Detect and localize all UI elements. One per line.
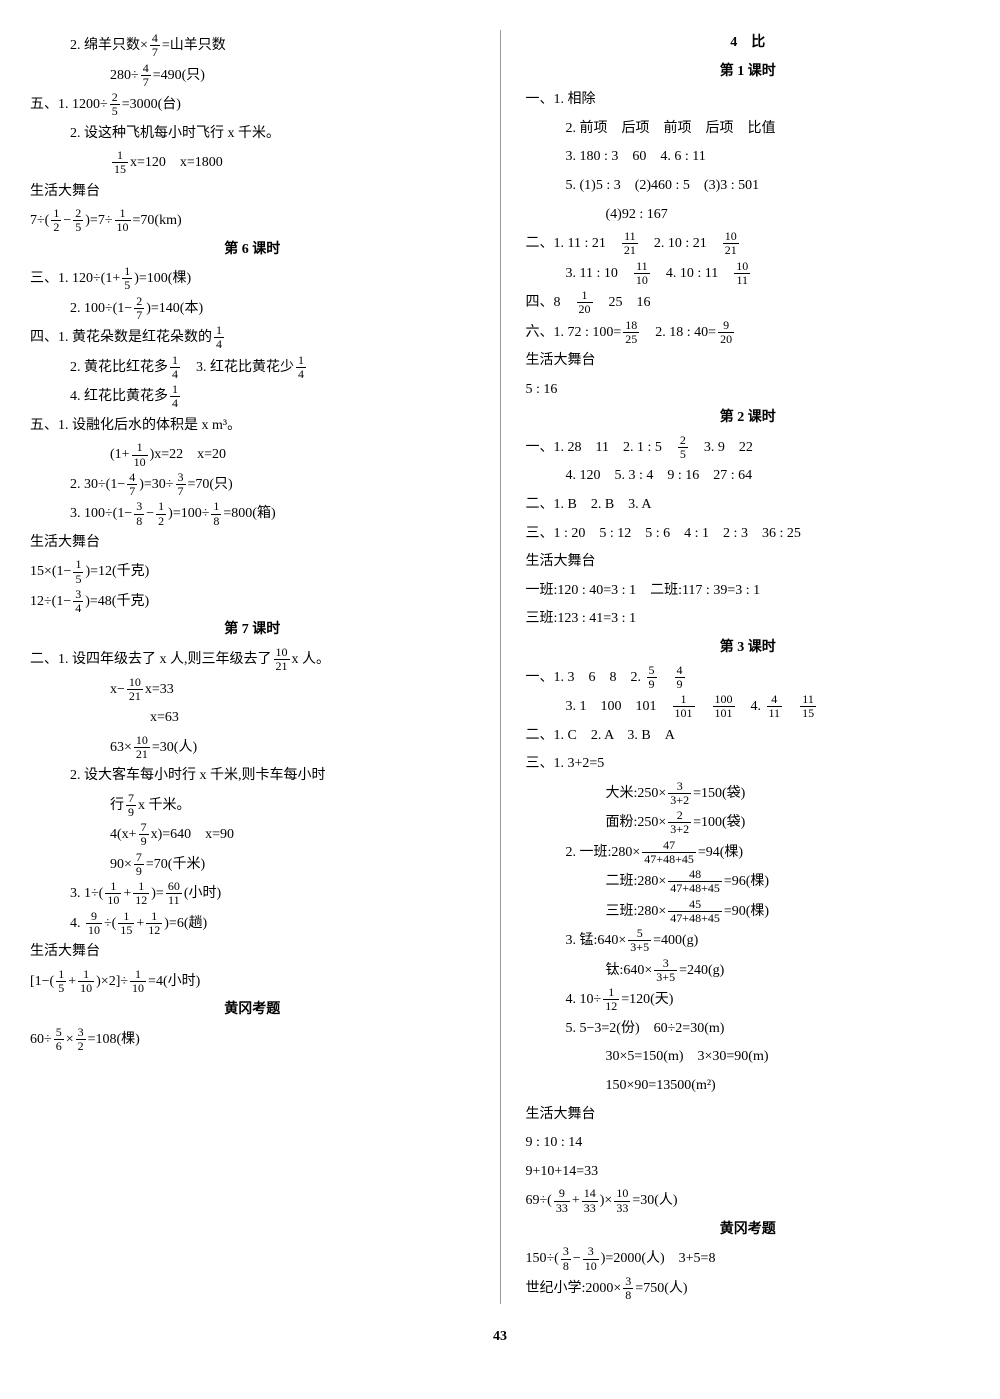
text-line: 面粉:250×23+2=100(袋) [526,809,971,837]
text-line: 69÷(933+1433)×1033=30(人) [526,1187,971,1215]
text-line: 一、1. 3 6 8 2. 59 49 [526,664,971,692]
text-line: 2. 100÷(1−27)=140(本) [30,295,475,323]
text-line: 2. 前项 后项 前项 后项 比值 [526,116,971,143]
text-line: 一、1. 28 11 2. 1 : 5 25 3. 9 22 [526,434,971,462]
text-line: 大米:250×33+2=150(袋) [526,780,971,808]
text-line: 12÷(1−34)=48(千克) [30,588,475,616]
text-line: 三、1. 3+2=5 [526,751,971,778]
text-line: 63×1021=30(人) [30,734,475,762]
text-line: 150×90=13500(m²) [526,1073,971,1100]
lesson-heading: 第 2 课时 [526,405,971,432]
text-line: 5. 5−3=2(份) 60÷2=30(m) [526,1016,971,1043]
text-line: 9 : 10 : 14 [526,1130,971,1157]
text-line: 4. 红花比黄花多14 [30,383,475,411]
text-line: 二班:280×4847+48+45=96(棵) [526,868,971,896]
exam-heading: 黄冈考题 [526,1217,971,1244]
text-line: 2. 设这种飞机每小时飞行 x 千米。 [30,121,475,148]
text-line: (4)92 : 167 [526,202,971,229]
lesson-heading: 第 7 课时 [30,617,475,644]
text-line: 三、1 : 20 5 : 12 5 : 6 4 : 1 2 : 3 36 : 2… [526,521,971,548]
section-label: 生活大舞台 [526,549,971,576]
text-line: 二、1. C 2. A 3. B A [526,723,971,750]
page-content: 2. 绵羊只数×47=山羊只数 280÷47=490(只) 五、1. 1200÷… [30,30,970,1304]
text-line: 4(x+79x)=640 x=90 [30,821,475,849]
text-line: 六、1. 72 : 100=1825 2. 18 : 40=920 [526,319,971,347]
section-label: 生活大舞台 [30,179,475,206]
text-line: 2. 一班:280×4747+48+45=94(棵) [526,839,971,867]
text-line: 3. 锰:640×53+5=400(g) [526,927,971,955]
chapter-title: 4 比 [526,30,971,57]
text-line: 60÷56×32=108(棵) [30,1026,475,1054]
right-column: 4 比 第 1 课时 一、1. 相除 2. 前项 后项 前项 后项 比值 3. … [526,30,971,1304]
text-line: 二、1. 设四年级去了 x 人,则三年级去了1021x 人。 [30,646,475,674]
text-line: 15×(1−15)=12(千克) [30,558,475,586]
text-line: 115x=120 x=1800 [30,149,475,177]
section-label: 生活大舞台 [30,530,475,557]
text-line: 3. 11 : 10 1110 4. 10 : 11 1011 [526,260,971,288]
text-line: 二、1. 11 : 21 1121 2. 10 : 21 1021 [526,230,971,258]
text-line: 三班:280×4547+48+45=90(棵) [526,898,971,926]
text-line: 一、1. 相除 [526,87,971,114]
text-line: 3. 100÷(1−38−12)=100÷18=800(箱) [30,500,475,528]
text-line: 二、1. B 2. B 3. A [526,492,971,519]
text-line: 行79x 千米。 [30,792,475,820]
text-line: 世纪小学:2000×38=750(人) [526,1275,971,1303]
text-line: 三班:123 : 41=3 : 1 [526,606,971,633]
text-line: 3. 180 : 3 60 4. 6 : 11 [526,144,971,171]
text-line: 30×5=150(m) 3×30=90(m) [526,1044,971,1071]
text-line: 9+10+14=33 [526,1159,971,1186]
text-line: 一班:120 : 40=3 : 1 二班:117 : 39=3 : 1 [526,578,971,605]
text-line: 5. (1)5 : 3 (2)460 : 5 (3)3 : 501 [526,173,971,200]
text-line: 2. 黄花比红花多14 3. 红花比黄花少14 [30,354,475,382]
text-line: 钛:640×33+5=240(g) [526,957,971,985]
text-line: 2. 30÷(1−47)=30÷37=70(只) [30,471,475,499]
lesson-heading: 第 1 课时 [526,59,971,86]
text-line: 280÷47=490(只) [30,62,475,90]
text-line: 7÷(12−25)=7÷110=70(km) [30,207,475,235]
text-line: 2. 设大客车每小时行 x 千米,则卡车每小时 [30,763,475,790]
lesson-heading: 第 6 课时 [30,237,475,264]
section-label: 生活大舞台 [526,348,971,375]
text-line: [1−(15+110)×2]÷110=4(小时) [30,968,475,996]
text-line: x=63 [30,705,475,732]
left-column: 2. 绵羊只数×47=山羊只数 280÷47=490(只) 五、1. 1200÷… [30,30,475,1304]
text-line: x−1021x=33 [30,676,475,704]
text-line: 3. 1÷(110+112)=6011(小时) [30,880,475,908]
text-line: 2. 绵羊只数×47=山羊只数 [30,32,475,60]
text-line: (1+110)x=22 x=20 [30,441,475,469]
text-line: 四、1. 黄花朵数是红花朵数的14 [30,324,475,352]
text-line: 三、1. 120÷(1+15)=100(棵) [30,265,475,293]
text-line: 4. 910÷(115+112)=6(趟) [30,910,475,938]
text-line: 5 : 16 [526,377,971,404]
lesson-heading: 第 3 课时 [526,635,971,662]
text-line: 4. 120 5. 3 : 4 9 : 16 27 : 64 [526,463,971,490]
section-label: 生活大舞台 [30,939,475,966]
text-line: 150÷(38−310)=2000(人) 3+5=8 [526,1245,971,1273]
text-line: 四、8 120 25 16 [526,289,971,317]
text-line: 3. 1 100 101 1101 100101 4. 411 1115 [526,693,971,721]
text-line: 90×79=70(千米) [30,851,475,879]
text-line: 五、1. 1200÷25=3000(台) [30,91,475,119]
exam-heading: 黄冈考题 [30,997,475,1024]
text-line: 4. 10÷112=120(天) [526,986,971,1014]
text-line: 五、1. 设融化后水的体积是 x m³。 [30,413,475,440]
section-label: 生活大舞台 [526,1102,971,1129]
column-divider [500,30,501,1304]
page-number: 43 [30,1324,970,1351]
